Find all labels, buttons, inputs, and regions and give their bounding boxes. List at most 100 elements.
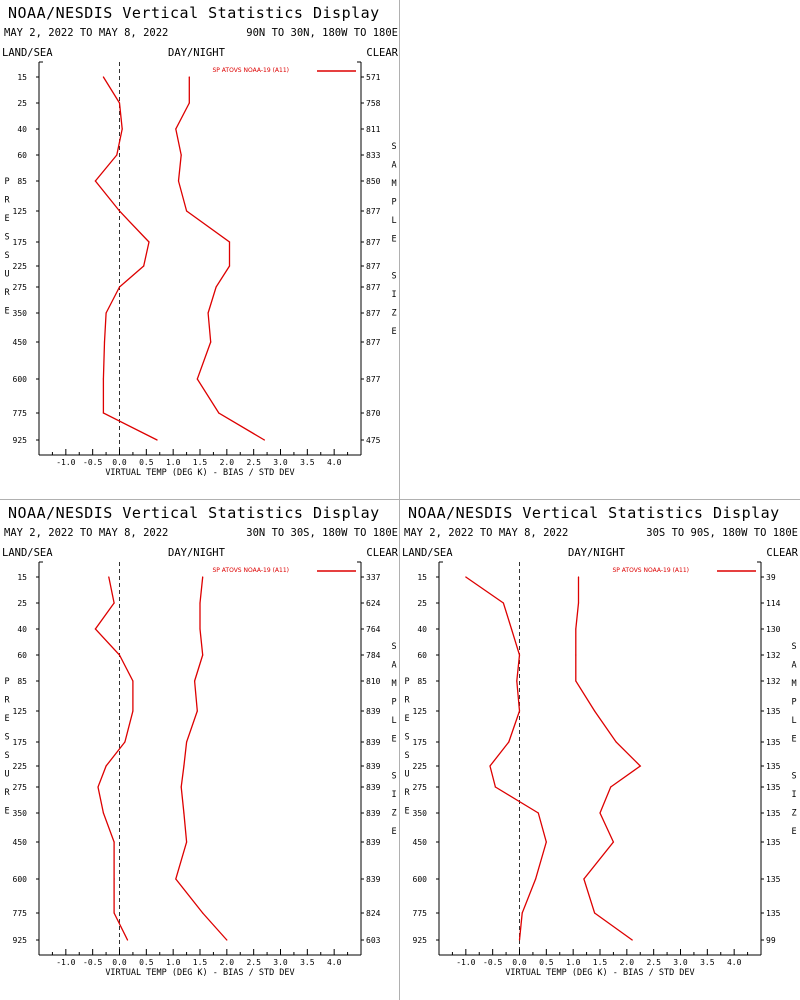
- sample-size-label: 833: [366, 151, 381, 160]
- pressure-level-label: 925: [413, 936, 428, 945]
- std-dev-point: [175, 878, 177, 880]
- sample-size-label: 135: [766, 838, 781, 847]
- std-dev-point: [199, 628, 201, 630]
- legend-label: SP ATOVS NOAA-19 (A11): [612, 567, 689, 574]
- bias-point: [113, 602, 115, 604]
- clear-label: CLEAR: [366, 547, 398, 559]
- bias-point: [156, 439, 158, 441]
- sample-size-label: 135: [766, 707, 781, 716]
- bias-point: [118, 102, 121, 104]
- sample-size-label: 135: [766, 783, 781, 792]
- sample-size-label: 839: [366, 738, 381, 747]
- bias-point: [494, 786, 496, 788]
- x-tick-label: 0.5: [539, 958, 554, 967]
- bias-point: [118, 286, 121, 288]
- std-dev-point: [615, 741, 617, 743]
- bias-point: [105, 312, 107, 314]
- bias-point: [510, 628, 513, 630]
- land-sea-label: LAND/SEA: [2, 547, 53, 559]
- pressure-level-label: 25: [17, 599, 27, 608]
- pressure-level-label: 175: [13, 738, 28, 747]
- pressure-level-label: 775: [413, 909, 428, 918]
- std-dev-point: [202, 654, 204, 656]
- std-dev-series-line: [175, 576, 228, 941]
- x-tick-label: 2.0: [220, 958, 235, 967]
- std-dev-point: [207, 312, 209, 314]
- x-tick-label: 1.5: [593, 958, 608, 967]
- pressure-level-label: 60: [17, 651, 27, 660]
- region-label: 90N TO 30N, 180W TO 180E: [246, 27, 398, 39]
- x-tick-label: -0.5: [83, 458, 102, 467]
- std-dev-point: [577, 576, 580, 578]
- x-axis-label: VIRTUAL TEMP (DEG K) - BIAS / STD DEV: [105, 968, 294, 978]
- pressure-level-label: 40: [17, 125, 27, 134]
- plot-frame: [438, 561, 762, 956]
- sample-size-label: 135: [766, 909, 781, 918]
- sample-size-label: 135: [766, 809, 781, 818]
- bias-point: [94, 628, 96, 630]
- x-tick-label: 2.0: [620, 958, 635, 967]
- date-range: MAY 2, 2022 TO MAY 8, 2022: [4, 27, 169, 39]
- std-dev-point: [639, 765, 641, 767]
- std-dev-point: [196, 378, 198, 380]
- sample-size-label: 603: [366, 936, 381, 945]
- bias-point: [518, 654, 521, 656]
- bias-point: [516, 680, 518, 682]
- std-dev-point: [228, 265, 231, 267]
- pressure-level-label: 15: [17, 573, 27, 582]
- pressure-level-label: 175: [13, 238, 28, 247]
- x-tick-label: 3.0: [673, 958, 688, 967]
- pressure-level-label: 225: [413, 762, 428, 771]
- pressure-level-label: 125: [13, 207, 28, 216]
- sample-size-label: 132: [766, 677, 781, 686]
- plot-frame: [38, 61, 362, 456]
- std-dev-point: [594, 912, 596, 914]
- std-dev-point: [196, 710, 198, 712]
- std-dev-point: [185, 741, 188, 743]
- std-dev-point: [218, 412, 220, 414]
- bias-point: [94, 180, 96, 182]
- panel-title: NOAA/NESDIS Vertical Statistics Display: [408, 504, 780, 522]
- bias-point: [489, 765, 491, 767]
- std-dev-point: [263, 439, 265, 441]
- bias-point: [126, 939, 129, 941]
- region-label: 30S TO 90S, 180W TO 180E: [646, 527, 798, 539]
- land-sea-label: LAND/SEA: [2, 47, 53, 59]
- bias-point: [508, 741, 510, 743]
- pressure-level-label: 25: [17, 99, 27, 108]
- sample-size-label: 870: [366, 409, 381, 418]
- pressure-level-label: 350: [13, 309, 28, 318]
- clear-label: CLEAR: [766, 547, 798, 559]
- std-dev-point: [583, 878, 585, 880]
- std-dev-point: [202, 912, 204, 914]
- bias-point: [502, 602, 504, 604]
- sample-size-label: 839: [366, 762, 381, 771]
- x-tick-label: 1.0: [166, 958, 181, 967]
- std-dev-point: [194, 680, 196, 682]
- pressure-level-label: 275: [13, 283, 28, 292]
- std-dev-point: [199, 602, 201, 604]
- pressure-level-label: 600: [13, 375, 28, 384]
- pressure-level-label: 925: [13, 436, 28, 445]
- std-dev-point: [577, 602, 580, 604]
- std-dev-point: [612, 841, 615, 843]
- pressure-level-label: 600: [13, 875, 28, 884]
- sample-size-label: 764: [366, 625, 381, 634]
- stats-panel-3: NOAA/NESDIS Vertical Statistics Display M…: [400, 500, 800, 1000]
- bias-point: [105, 765, 107, 767]
- x-tick-label: 1.0: [166, 458, 181, 467]
- bias-point: [102, 412, 104, 414]
- bias-point: [124, 741, 126, 743]
- bias-series-line: [94, 576, 134, 941]
- sample-size-label: 824: [366, 909, 381, 918]
- sample-size-label: 839: [366, 707, 381, 716]
- bias-point: [108, 576, 110, 578]
- sample-size-label: 877: [366, 283, 381, 292]
- std-dev-point: [177, 180, 180, 182]
- pressure-level-label: 85: [417, 677, 427, 686]
- sample-size-label: 337: [366, 573, 381, 582]
